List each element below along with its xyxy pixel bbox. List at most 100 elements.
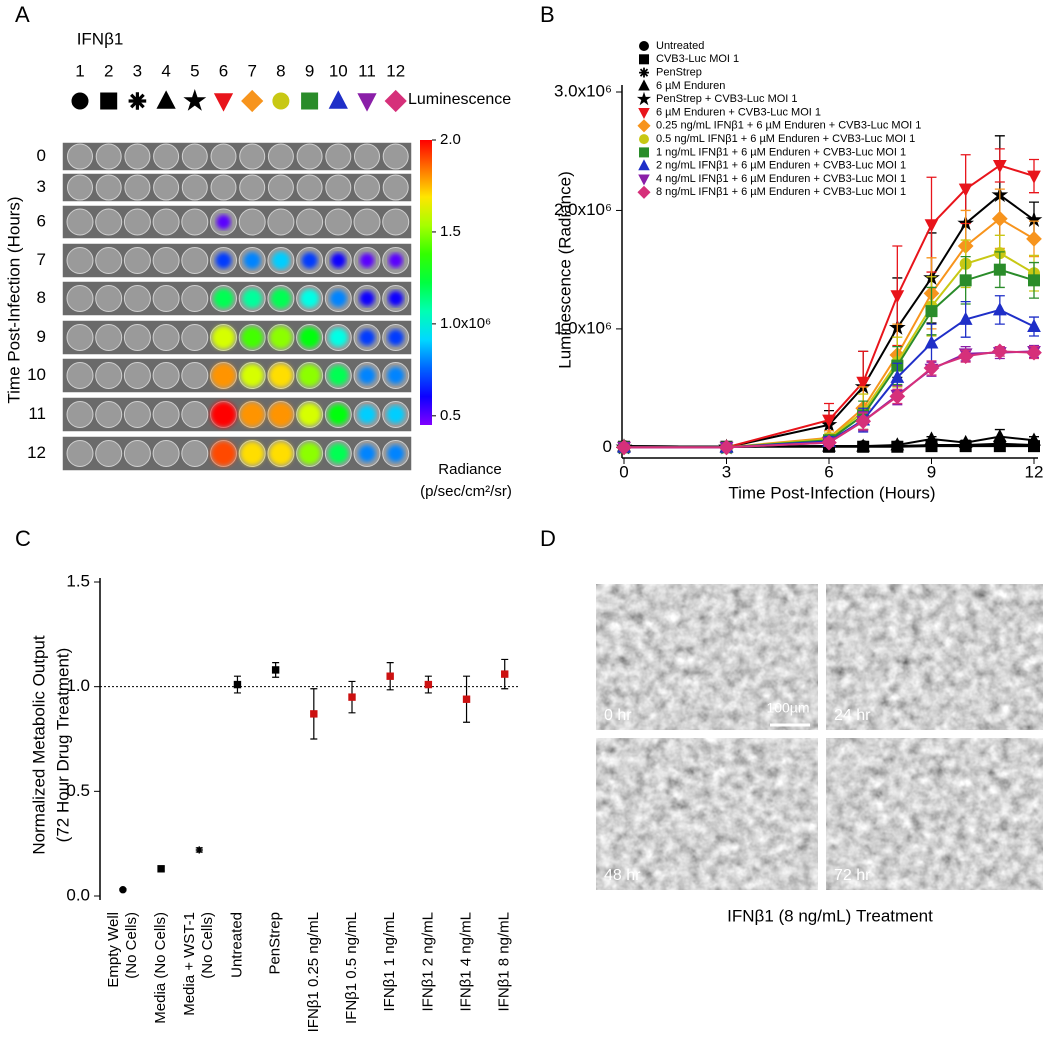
data-point xyxy=(1027,318,1041,332)
x-tick-label: IFNβ1 0.25 ng/mL xyxy=(305,912,322,1032)
column-symbol xyxy=(156,90,176,109)
well xyxy=(95,324,123,351)
radiance-spot xyxy=(269,326,292,349)
scale-bar-label: 100µm xyxy=(766,700,809,716)
legend-label: CVB3-Luc MOI 1 xyxy=(656,53,739,65)
x-tick-label: Media + WST-1 xyxy=(181,912,198,1016)
well xyxy=(67,143,93,170)
well xyxy=(296,174,323,201)
data-point xyxy=(1027,432,1041,446)
well xyxy=(181,362,209,389)
data-point xyxy=(1026,231,1042,247)
y-tick-label: 0 xyxy=(603,437,612,456)
well xyxy=(181,143,208,170)
radiance-spot xyxy=(359,290,375,307)
y-tick-label: 1.0x10⁶ xyxy=(554,318,612,337)
well xyxy=(382,208,410,236)
radiance-spot xyxy=(213,288,234,309)
colorbar xyxy=(420,140,432,425)
y-axis-title: Normalized Metabolic Output xyxy=(29,635,48,854)
well xyxy=(152,208,180,236)
radiance-spot xyxy=(243,252,261,269)
well xyxy=(210,174,237,201)
well xyxy=(95,208,123,236)
x-tick-label: 12 xyxy=(1025,462,1044,481)
radiance-spot xyxy=(269,363,293,388)
radiance-spot xyxy=(270,288,291,309)
radiance-spot xyxy=(329,328,348,347)
radiance-spot xyxy=(358,445,376,462)
x-tick-label: Untreated xyxy=(228,912,245,978)
data-point xyxy=(271,666,280,674)
micrograph xyxy=(826,738,1043,890)
data-point xyxy=(993,263,1006,276)
column-symbol xyxy=(183,88,207,111)
well xyxy=(181,208,209,236)
radiance-spot xyxy=(210,440,237,467)
data-point xyxy=(958,311,973,325)
symbols-label: Luminescence xyxy=(408,91,511,108)
well xyxy=(123,324,151,351)
column-symbol xyxy=(213,93,234,112)
data-point xyxy=(821,434,837,451)
colorbar-label: (p/sec/cm²/sr) xyxy=(420,483,512,500)
legend-label: 0.5 ng/mL IFNβ1 + 6 µM Enduren + CVB3-Lu… xyxy=(656,133,915,145)
row-label: 6 xyxy=(37,211,46,230)
micrograph-label: 0 hr xyxy=(604,707,632,724)
x-tick-label: IFNβ1 2 ng/mL xyxy=(419,912,436,1012)
legend-label: 6 µM Enduren xyxy=(656,80,725,92)
well xyxy=(210,143,237,170)
legend-symbol xyxy=(638,79,650,91)
radiance-spot xyxy=(211,363,236,388)
y-tick-label: 0.0 xyxy=(66,885,90,904)
x-tick-label: 0 xyxy=(619,462,628,481)
x-tick-label: Media (No Cells) xyxy=(152,912,169,1024)
data-point xyxy=(1026,344,1042,361)
well xyxy=(123,285,151,312)
data-point xyxy=(1027,170,1041,184)
radiance-spot xyxy=(269,441,293,466)
radiance-spot xyxy=(215,252,232,269)
radiance-spot xyxy=(210,401,237,428)
column-symbol xyxy=(272,92,290,110)
radiance-spot xyxy=(241,326,263,349)
well xyxy=(66,208,94,236)
radiance-spot xyxy=(330,252,346,269)
radiance-spot xyxy=(299,327,320,348)
micrograph-label: 72 hr xyxy=(834,867,871,884)
legend-label: 0.25 ng/mL IFNβ1 + 6 µM Enduren + CVB3-L… xyxy=(656,120,921,132)
radiance-spot xyxy=(301,252,318,269)
radiance-spot xyxy=(268,402,294,427)
x-tick-label: IFNβ1 4 ng/mL xyxy=(458,912,475,1012)
well xyxy=(354,143,380,170)
column-symbol xyxy=(71,92,89,110)
column-label: 11 xyxy=(358,61,376,80)
radiance-spot xyxy=(388,290,404,307)
data-point xyxy=(924,431,939,445)
radiance-spot xyxy=(387,367,405,384)
well xyxy=(152,440,180,467)
column-label: 4 xyxy=(161,61,170,80)
y-tick-label: 0.5 xyxy=(66,781,90,800)
well xyxy=(267,174,294,201)
y-tick-label: 3.0x10⁶ xyxy=(554,81,612,100)
data-point xyxy=(992,159,1007,174)
radiance-spot xyxy=(328,443,349,464)
radiance-spot xyxy=(298,442,321,465)
column-symbol xyxy=(384,89,407,113)
x-tick-label: 9 xyxy=(927,462,936,481)
column-label: 6 xyxy=(219,61,228,80)
radiance-spot xyxy=(216,214,231,230)
well xyxy=(95,143,122,170)
row-label: 11 xyxy=(28,404,46,423)
well xyxy=(124,143,151,170)
legend-label: 8 ng/mL IFNβ1 + 6 µM Enduren + CVB3-Luc … xyxy=(656,186,906,198)
colorbar-label: Radiance xyxy=(438,461,501,478)
radiance-spot xyxy=(212,326,235,349)
data-point xyxy=(462,695,471,703)
well xyxy=(181,401,209,428)
x-tick-label: (No Cells) xyxy=(199,912,216,979)
x-tick-label: 6 xyxy=(824,462,833,481)
column-symbol xyxy=(241,89,264,113)
well xyxy=(181,324,209,351)
